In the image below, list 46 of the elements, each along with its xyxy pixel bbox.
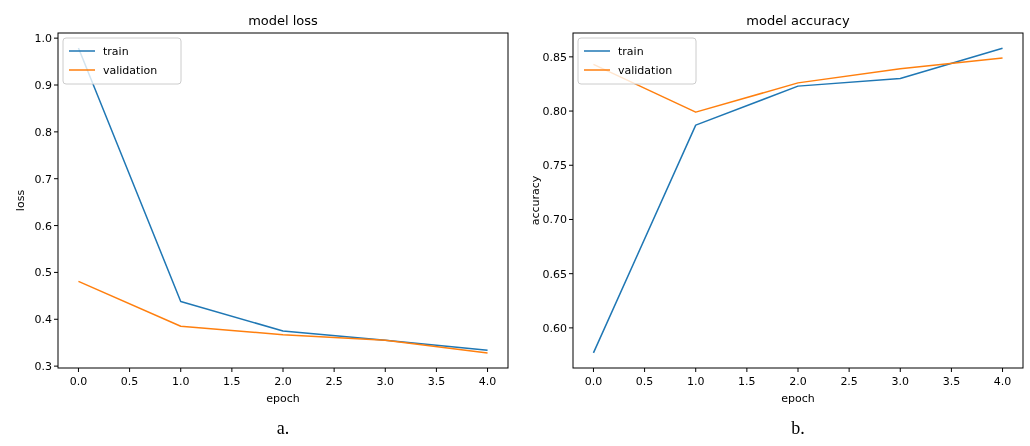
y-tick-label: 0.70	[542, 213, 567, 227]
legend-label: validation	[103, 64, 158, 77]
chart-title: model loss	[248, 13, 319, 28]
y-tick-label: 0.60	[542, 321, 567, 335]
x-tick-label: 0.5	[635, 375, 654, 388]
x-tick-label: 0.5	[120, 375, 139, 388]
x-tick-label: 3.0	[376, 375, 395, 388]
legend-label: train	[103, 45, 129, 58]
x-tick-label: 3.0	[891, 375, 910, 388]
y-tick-label: 0.6	[34, 219, 52, 233]
y-tick-label: 0.5	[34, 266, 52, 280]
x-tick-label: 3.5	[427, 375, 446, 388]
y-tick-label: 0.3	[34, 360, 52, 374]
y-tick-label: 0.75	[542, 159, 567, 173]
text: b.	[791, 418, 805, 438]
x-tick-label: 2.0	[789, 375, 807, 388]
legend-label: train	[618, 45, 644, 58]
x-tick-label: 2.5	[325, 375, 343, 388]
x-tick-label: 1.0	[171, 375, 190, 388]
x-tick-label: 0.0	[584, 375, 603, 388]
x-tick-label: 2.0	[274, 375, 292, 388]
y-tick-label: 0.8	[34, 125, 52, 139]
x-tick-label: 1.0	[686, 375, 705, 388]
x-tick-label: 1.5	[223, 375, 241, 388]
y-axis-title: loss	[14, 189, 27, 212]
y-tick-label: 1.0	[34, 32, 52, 46]
x-tick-label: 2.5	[840, 375, 858, 388]
y-tick-label: 0.80	[542, 105, 567, 119]
y-tick-label: 0.4	[34, 313, 52, 327]
x-axis-title: epoch	[266, 392, 300, 405]
y-tick-label: 0.85	[542, 50, 567, 64]
x-tick-label: 1.5	[738, 375, 756, 388]
x-tick-label: 4.0	[478, 375, 497, 388]
y-tick-label: 0.9	[34, 79, 52, 93]
line-series	[592, 47, 1004, 354]
y-axis-title: accuracy	[529, 175, 542, 226]
chart-title: model accuracy	[746, 13, 850, 28]
y-tick-label: 0.65	[542, 267, 567, 281]
x-axis-title: epoch	[781, 392, 815, 405]
text: a.	[276, 418, 290, 438]
line-series	[77, 280, 489, 354]
legend-label: validation	[618, 64, 673, 77]
x-tick-label: 3.5	[942, 375, 961, 388]
x-tick-label: 4.0	[993, 375, 1012, 388]
x-tick-label: 0.0	[69, 375, 88, 388]
y-tick-label: 0.7	[34, 172, 52, 186]
